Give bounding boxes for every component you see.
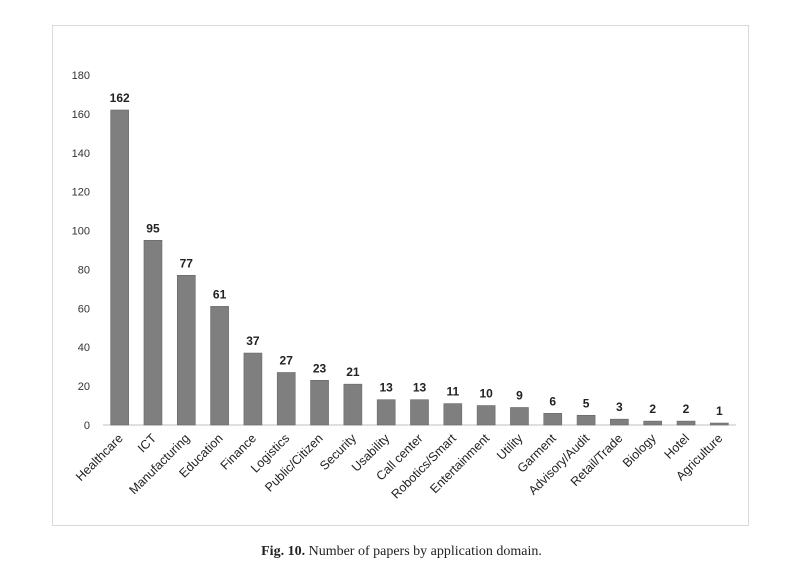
category-label: Entertainment (427, 431, 492, 496)
y-tick-label: 20 (78, 381, 90, 393)
data-label: 2 (649, 402, 656, 416)
caption-label: Fig. 10. (261, 544, 306, 559)
y-tick-label: 0 (84, 420, 90, 432)
bar (643, 420, 663, 426)
y-tick-label: 140 (72, 148, 90, 160)
bar (576, 414, 596, 426)
data-label: 27 (280, 354, 294, 368)
data-label: 21 (346, 365, 360, 379)
data-label: 5 (583, 396, 590, 410)
data-label: 1 (716, 404, 723, 418)
data-label: 162 (110, 91, 130, 105)
category-label: Healthcare (73, 431, 126, 484)
data-label: 13 (413, 381, 427, 395)
bar (443, 403, 463, 426)
bar (676, 420, 696, 426)
figure-caption: Fig. 10. Number of papers by application… (0, 544, 803, 560)
y-tick-label: 100 (72, 226, 90, 238)
data-label: 10 (479, 387, 493, 401)
y-tick-label: 160 (72, 109, 90, 121)
bar (243, 352, 263, 426)
bar (176, 274, 196, 426)
y-tick-label: 80 (78, 264, 90, 276)
category-label: ICT (135, 431, 159, 455)
y-tick-label: 120 (72, 187, 90, 199)
bar (343, 383, 363, 426)
data-label: 95 (146, 221, 160, 235)
data-label: 11 (446, 385, 459, 399)
chart-frame: 0 20 40 60 80 100 120 140 160 180 162 Healthcare 95 I… (52, 25, 749, 526)
category-label: Hotel (662, 431, 693, 462)
bar (710, 422, 729, 426)
y-tick-label: 40 (78, 342, 90, 354)
data-label: 9 (516, 389, 523, 403)
data-label: 13 (380, 381, 394, 395)
bar (110, 109, 129, 426)
bar (476, 405, 496, 426)
data-label: 23 (313, 361, 327, 375)
bar (376, 399, 396, 426)
bar (210, 306, 229, 426)
bar (610, 418, 629, 426)
y-tick-label: 180 (72, 70, 90, 82)
data-label: 61 (213, 287, 227, 301)
data-label: 77 (180, 256, 194, 270)
bar (410, 399, 429, 426)
data-label: 37 (246, 334, 260, 348)
bar-chart: 020406080100120140160180162Healthcare95I… (72, 70, 736, 502)
caption-text: Number of papers by application domain. (308, 544, 542, 559)
data-label: 3 (616, 400, 623, 414)
bar (143, 239, 163, 426)
data-label: 2 (683, 402, 690, 416)
category-label: Biology (620, 431, 659, 470)
bar (510, 407, 529, 426)
y-tick-label: 60 (78, 303, 90, 315)
bar (276, 372, 296, 426)
bar (310, 379, 329, 426)
data-label: 6 (549, 394, 556, 408)
bar (543, 413, 563, 426)
